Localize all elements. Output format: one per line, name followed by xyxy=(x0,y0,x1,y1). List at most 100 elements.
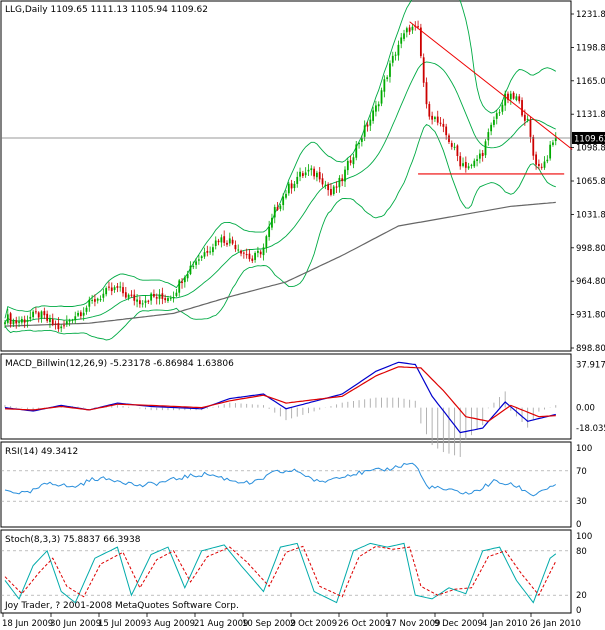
candle-body xyxy=(127,294,130,298)
candle-body xyxy=(124,292,127,298)
candle-body xyxy=(372,110,375,121)
candle-body xyxy=(223,236,226,243)
candle-body xyxy=(164,298,167,301)
main-label: LLG,Daily 1109.65 1111.13 1105.94 1109.6… xyxy=(5,5,208,15)
candle-body xyxy=(122,287,124,294)
candle-body xyxy=(487,132,490,141)
candle-body xyxy=(279,205,282,209)
candle-body xyxy=(493,119,495,125)
candle-body xyxy=(293,183,296,189)
candle-body xyxy=(153,293,155,297)
candle-body xyxy=(509,93,512,100)
candle-body xyxy=(290,183,293,189)
stoch-label: Stoch(8,3,3) 75.8837 66.3938 xyxy=(5,535,141,545)
candle-body xyxy=(46,313,49,321)
candle-body xyxy=(434,117,436,120)
candle-body xyxy=(316,172,318,178)
candle-body xyxy=(554,137,557,142)
candle-body xyxy=(529,119,532,137)
candle-body xyxy=(141,303,144,305)
stoch-series xyxy=(1,542,571,604)
candle-body xyxy=(144,300,147,303)
candle-body xyxy=(431,115,434,120)
candle-body xyxy=(282,196,285,206)
rsi-axis-tick-label: 100 xyxy=(576,444,592,454)
macd-axis-tick-label: -18.0356 xyxy=(576,424,605,434)
candle-body xyxy=(321,178,324,185)
candle-body xyxy=(54,323,57,325)
candle-body xyxy=(495,113,498,119)
candle-body xyxy=(231,239,234,244)
candle-body xyxy=(375,105,377,112)
macd-signal-line xyxy=(4,366,556,422)
candle-body xyxy=(391,55,394,63)
candle-body xyxy=(484,141,487,156)
bollinger-middle-band xyxy=(4,61,556,323)
candle-body xyxy=(405,28,408,33)
candle-body xyxy=(304,172,307,176)
candle-body xyxy=(546,159,549,162)
candle-body xyxy=(394,54,397,56)
candle-body xyxy=(99,299,102,301)
price-axis-tick-label: 1131.80 xyxy=(576,110,605,120)
candle-body xyxy=(360,138,363,142)
candle-body xyxy=(271,217,273,228)
rsi-line xyxy=(4,462,557,497)
candle-body xyxy=(436,116,439,123)
bollinger-upper-band xyxy=(4,0,557,319)
stoch-axis-tick-label: 80 xyxy=(576,547,587,557)
price-axis-tick-label: 898.80 xyxy=(576,344,605,354)
candle-body xyxy=(192,266,195,268)
macd-series xyxy=(4,361,557,457)
candle-body xyxy=(349,160,352,163)
candle-body xyxy=(94,299,96,302)
candle-body xyxy=(68,320,71,322)
candle-body xyxy=(242,252,245,254)
price-axis-tick-label: 964.80 xyxy=(576,277,605,287)
stoch-axis-tick-label: 0 xyxy=(576,606,581,616)
candle-body xyxy=(169,298,172,300)
rsi-axis-tick-label: 0 xyxy=(576,520,581,530)
candle-body xyxy=(110,287,113,292)
candle-body xyxy=(538,163,540,166)
macd-line xyxy=(4,361,556,434)
candle-body xyxy=(203,252,206,257)
candle-body xyxy=(389,63,391,77)
current-price-label: 1109.62 xyxy=(574,134,605,144)
candle-body xyxy=(335,186,338,188)
candle-body xyxy=(338,177,341,188)
candle-body xyxy=(467,166,470,169)
candle-body xyxy=(380,90,383,104)
candle-body xyxy=(366,124,369,127)
macd-panel xyxy=(0,353,572,440)
candle-body xyxy=(15,320,18,324)
price-axis-tick-label: 1198.80 xyxy=(576,43,605,53)
rsi-axis-tick-label: 70 xyxy=(576,467,587,477)
candle-body xyxy=(150,293,153,301)
macd-axis-tick-label: 0.00 xyxy=(576,404,595,414)
candle-body xyxy=(453,146,456,148)
main-series: 1109.62 xyxy=(1,0,605,341)
candle-body xyxy=(459,156,462,167)
candle-body xyxy=(248,253,251,260)
candle-body xyxy=(220,237,223,243)
candle-body xyxy=(85,307,88,312)
candle-body xyxy=(344,169,346,182)
candle-body xyxy=(20,319,23,323)
candle-body xyxy=(9,313,12,325)
candle-body xyxy=(130,294,133,296)
candle-body xyxy=(237,249,240,251)
date-axis-tick-label: 15 Jul 2009 xyxy=(98,619,146,629)
date-axis-tick-label: 18 Jun 2009 xyxy=(2,619,53,629)
candle-body xyxy=(65,321,68,325)
candle-body xyxy=(501,104,504,112)
candle-body xyxy=(310,168,313,171)
candle-body xyxy=(301,173,304,176)
price-axis-tick-label: 1031.80 xyxy=(576,210,605,220)
candle-body xyxy=(515,96,518,101)
candle-body xyxy=(26,319,29,322)
candle-body xyxy=(79,312,82,317)
candle-body xyxy=(532,136,535,156)
candle-body xyxy=(386,77,389,80)
candle-body xyxy=(377,104,380,107)
